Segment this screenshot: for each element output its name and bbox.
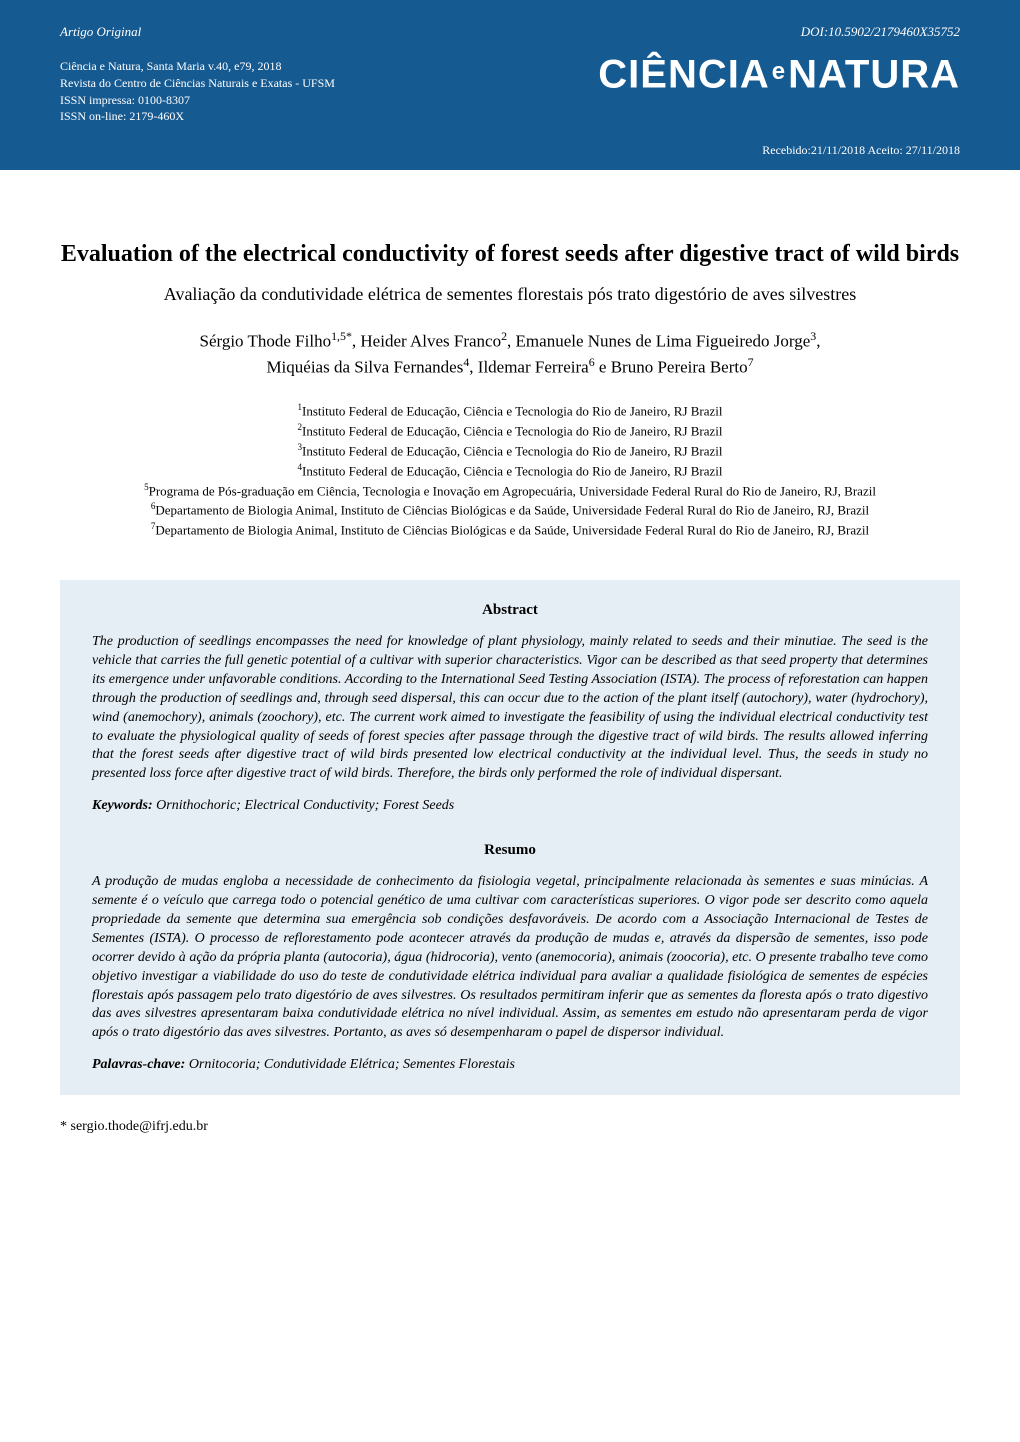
affiliation-1: 1Instituto Federal de Educação, Ciência … <box>60 401 960 421</box>
keywords-pt: Palavras-chave: Ornitocoria; Condutivida… <box>92 1057 928 1073</box>
author-sep-5: e Bruno Pereira Berto <box>595 357 748 376</box>
keywords-text-en: Ornithochoric; Electrical Conductivity; … <box>153 798 455 813</box>
pub-line-1: Ciência e Natura, Santa Maria v.40, e79,… <box>60 58 335 75</box>
header-dates: Recebido:21/11/2018 Aceito: 27/11/2018 <box>60 143 960 158</box>
pub-line-3: ISSN impressa: 0100-8307 <box>60 92 335 109</box>
aff-4-text: Instituto Federal de Educação, Ciência e… <box>302 463 723 478</box>
author-7-sup: 7 <box>748 355 754 369</box>
author-sep-4: , Ildemar Ferreira <box>469 357 588 376</box>
author-1: Sérgio Thode Filho <box>199 332 331 351</box>
title-portuguese: Avaliação da condutividade elétrica de s… <box>60 283 960 306</box>
header-band: Artigo Original DOI:10.5902/2179460X3575… <box>0 0 1020 170</box>
affiliation-4: 4Instituto Federal de Educação, Ciência … <box>60 461 960 481</box>
doi: DOI:10.5902/2179460X35752 <box>801 24 960 40</box>
pub-line-4: ISSN on-line: 2179-460X <box>60 108 335 125</box>
header-top-row: Artigo Original DOI:10.5902/2179460X3575… <box>60 24 960 40</box>
author-sep-1: , Heider Alves Franco <box>352 332 501 351</box>
abstract-heading: Abstract <box>92 602 928 619</box>
pub-line-2: Revista do Centro de Ciências Naturais e… <box>60 75 335 92</box>
journal-logo: CIÊNCIAeNATURA <box>598 52 960 97</box>
abstract-text: The production of seedlings encompasses … <box>92 633 928 784</box>
publication-info: Ciência e Natura, Santa Maria v.40, e79,… <box>60 58 335 125</box>
author-4: Miquéias da Silva Fernandes <box>266 357 463 376</box>
resumo-heading: Resumo <box>92 842 928 859</box>
keywords-label-pt: Palavras-chave: <box>92 1057 185 1072</box>
affiliation-6: 6Departamento de Biologia Animal, Instit… <box>60 500 960 520</box>
journal-name-part1: CIÊNCIA <box>598 52 769 96</box>
header-middle-row: Ciência e Natura, Santa Maria v.40, e79,… <box>60 58 960 125</box>
affiliations: 1Instituto Federal de Educação, Ciência … <box>60 401 960 540</box>
content-area: Evaluation of the electrical conductivit… <box>0 170 1020 1115</box>
affiliation-3: 3Instituto Federal de Educação, Ciência … <box>60 441 960 461</box>
keywords-en: Keywords: Ornithochoric; Electrical Cond… <box>92 798 928 814</box>
affiliation-5: 5Programa de Pós-graduação em Ciência, T… <box>60 481 960 501</box>
journal-name-e: e <box>772 58 786 85</box>
corr-star: * <box>60 1119 67 1134</box>
aff-1-text: Instituto Federal de Educação, Ciência e… <box>302 404 723 419</box>
authors: Sérgio Thode Filho1,5*, Heider Alves Fra… <box>60 328 960 379</box>
aff-2-text: Instituto Federal de Educação, Ciência e… <box>302 423 723 438</box>
affiliation-7: 7Departamento de Biologia Animal, Instit… <box>60 520 960 540</box>
aff-5-text: Programa de Pós-graduação em Ciência, Te… <box>149 483 876 498</box>
author-1-sup: 1,5* <box>331 329 352 343</box>
abstract-box: Abstract The production of seedlings enc… <box>60 580 960 1095</box>
journal-name-part2: NATURA <box>788 52 960 96</box>
author-sep-3: , <box>816 332 820 351</box>
author-sep-2: , Emanuele Nunes de Lima Figueiredo Jorg… <box>507 332 810 351</box>
aff-6-text: Departamento de Biologia Animal, Institu… <box>155 503 869 518</box>
article-type: Artigo Original <box>60 24 141 40</box>
affiliation-2: 2Instituto Federal de Educação, Ciência … <box>60 421 960 441</box>
aff-7-text: Departamento de Biologia Animal, Institu… <box>155 523 869 538</box>
aff-3-text: Instituto Federal de Educação, Ciência e… <box>302 443 723 458</box>
corr-email-text: sergio.thode@ifrj.edu.br <box>67 1119 208 1134</box>
keywords-label-en: Keywords: <box>92 798 153 813</box>
title-english: Evaluation of the electrical conductivit… <box>60 240 960 269</box>
corresponding-email: * sergio.thode@ifrj.edu.br <box>0 1115 1020 1155</box>
keywords-text-pt: Ornitocoria; Condutividade Elétrica; Sem… <box>185 1057 515 1072</box>
resumo-text: A produção de mudas engloba a necessidad… <box>92 873 928 1043</box>
